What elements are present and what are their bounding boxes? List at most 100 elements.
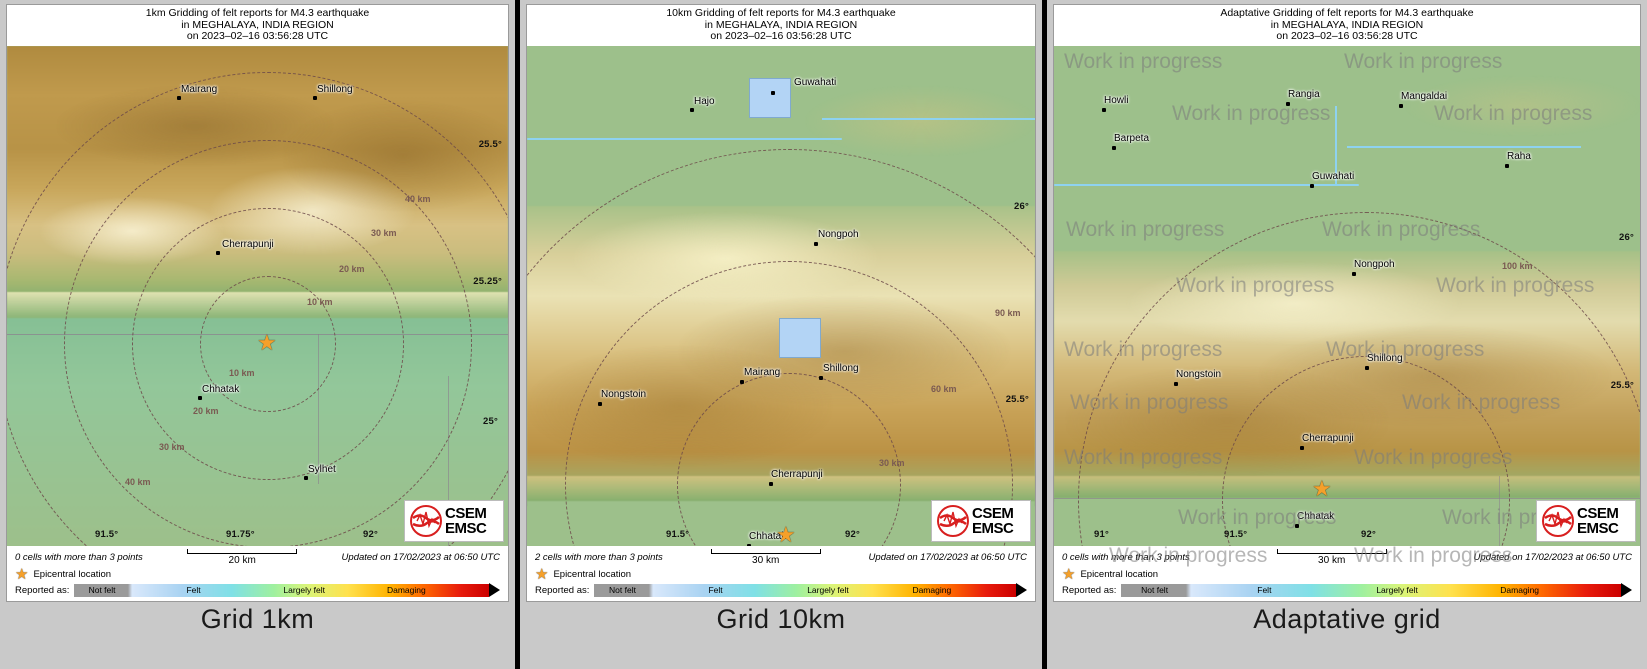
city-dot (1300, 445, 1304, 450)
intensity-legend: Reported as: Not felt Felt Largely felt … (535, 583, 1027, 597)
epicenter-star-icon: ★ (15, 565, 29, 583)
city-dot (1112, 145, 1116, 150)
scale-bar-label: 30 km (752, 554, 780, 566)
city-dot (177, 95, 181, 100)
watermark-footer-1: Work in progress (1109, 543, 1268, 567)
ring-label-20km-lower: 20 km (193, 405, 219, 416)
city-dot (690, 107, 694, 112)
intensity-color-bar: Not felt Felt Largely felt Damaging (74, 583, 500, 597)
intensity-color-bar: Not felt Felt Largely felt Damaging (594, 583, 1027, 597)
cells-note: 0 cells with more than 3 points (1062, 551, 1190, 563)
watermark-1: Work in progress (1064, 49, 1223, 73)
panel-grid-1km: 1km Gridding of felt reports for M4.3 ea… (0, 0, 520, 669)
city-label: Nongstoin (1176, 368, 1222, 380)
scale-bar-label: 30 km (1318, 554, 1346, 566)
lon-label-3: 92° (1361, 528, 1376, 540)
city-label: Mairang (744, 366, 781, 378)
brahmaputra-river (527, 137, 842, 140)
reported-as-label: Reported as: (15, 584, 70, 596)
panel-title: Adaptative Gridding of felt reports for … (1054, 5, 1640, 46)
lat-label-2: 25.5° (1005, 393, 1029, 405)
city-dot (814, 241, 818, 246)
intensity-gradient (74, 583, 489, 597)
epicenter-legend-label: Epicentral location (1080, 569, 1159, 580)
city-label: Sylhet (308, 463, 336, 475)
intensity-seg-not-felt: Not felt (609, 585, 636, 595)
city-dot (1102, 107, 1106, 112)
title-line-2: in MEGHALAYA, INDIA REGION (1270, 18, 1424, 31)
city-label: Cherrapunji (1302, 432, 1354, 444)
watermark-4: Work in progress (1434, 101, 1593, 125)
epicenter-star: ★ (776, 521, 796, 546)
map-footer: 0 cells with more than 3 points 30 km Up… (1054, 543, 1640, 601)
map-card: Adaptative Gridding of felt reports for … (1053, 4, 1641, 602)
city-label: Shillong (1367, 352, 1403, 364)
epicenter-legend-label: Epicentral location (553, 569, 632, 580)
globe-icon (409, 503, 443, 538)
lat-label-1: 26° (1619, 231, 1634, 243)
lon-label-1: 91° (1094, 528, 1109, 540)
ring-label-20km: 20 km (339, 263, 365, 274)
intensity-seg-not-felt: Not felt (88, 585, 116, 595)
scale-bar: 30 km (710, 548, 821, 566)
epicenter-legend: ★ Epicentral location (15, 565, 500, 583)
intensity-legend: Reported as: Not felt Felt Largely felt … (15, 583, 500, 597)
scale-bar: 30 km (1276, 548, 1387, 566)
intensity-seg-damaging: Damaging (386, 585, 426, 595)
title-line-3: on 2023–02–16 03:56:28 UTC (710, 30, 852, 42)
grid-cell-shillong[interactable] (779, 317, 821, 358)
intensity-gradient (594, 583, 1016, 597)
brand-line-2: EMSC (972, 519, 1014, 537)
city-dot (1174, 381, 1178, 386)
city-dot (1286, 101, 1290, 106)
city-dot (313, 95, 317, 100)
city-dot (1352, 271, 1356, 276)
brand-line-1: CSEM (445, 504, 487, 522)
map-card: 1km Gridding of felt reports for M4.3 ea… (6, 4, 509, 602)
intensity-seg-largely-felt: Largely felt (1376, 585, 1418, 595)
river-branch-north (1335, 105, 1338, 186)
watermark-15: Work in progress (1178, 505, 1337, 529)
watermark-10: Work in progress (1326, 337, 1485, 361)
ring-label-40km: 40 km (405, 193, 431, 204)
city-dot (1505, 163, 1509, 168)
watermark-14: Work in progress (1354, 445, 1513, 469)
city-label: Rangia (1288, 88, 1320, 100)
city-label: Howli (1104, 94, 1129, 106)
map-canvas[interactable]: 30 km 60 km 90 km Hajo Guwahati Nongpoh (527, 45, 1035, 546)
scale-bar-label: 20 km (228, 554, 256, 566)
title-line-3: on 2023–02–16 03:56:28 UTC (1276, 30, 1418, 42)
map-canvas[interactable]: 10 km 20 km 30 km 40 km 10 km 20 km 30 k… (7, 45, 508, 546)
intensity-seg-damaging: Damaging (1500, 585, 1540, 595)
grid-cell-guwahati[interactable] (749, 77, 791, 118)
ring-label-10km-lower: 10 km (229, 367, 255, 378)
csem-emsc-logo: CSEM EMSC (404, 499, 504, 542)
title-line-1: 10km Gridding of felt reports for M4.3 e… (666, 7, 896, 19)
map-footer: 2 cells with more than 3 points 30 km Up… (527, 545, 1035, 601)
ring-label-10km: 10 km (307, 296, 333, 307)
lon-label-2: 91.5° (1224, 528, 1248, 540)
city-label: Nongpoh (1354, 258, 1395, 270)
updated-note: Updated on 17/02/2023 at 06:50 UTC (341, 551, 500, 563)
city-dot (1399, 103, 1403, 108)
watermark-2: Work in progress (1344, 49, 1503, 73)
globe-icon (936, 503, 970, 538)
distance-ring-40km (7, 71, 508, 546)
watermark-3: Work in progress (1172, 101, 1331, 125)
epicenter-star-icon: ★ (1062, 565, 1076, 583)
lat-label-1: 26° (1014, 200, 1029, 212)
scale-bar-line (187, 548, 298, 554)
csem-emsc-logo: CSEM EMSC (931, 499, 1031, 542)
intensity-seg-not-felt: Not felt (1141, 585, 1169, 595)
lon-label-1: 91.5° (666, 528, 690, 540)
river-branch (821, 117, 1035, 120)
epicenter-star: ★ (1312, 475, 1332, 501)
map-canvas[interactable]: 50 km 100 km Howli Barpeta Rangia Mangal… (1054, 45, 1640, 546)
lon-label-2: 91.75° (226, 528, 255, 540)
panel-title: 10km Gridding of felt reports for M4.3 e… (527, 5, 1035, 46)
ring-label-100km: 100 km (1502, 260, 1533, 271)
city-label: Shillong (317, 83, 353, 95)
watermark-8: Work in progress (1436, 273, 1595, 297)
lat-label-2: 25.25° (473, 275, 502, 287)
